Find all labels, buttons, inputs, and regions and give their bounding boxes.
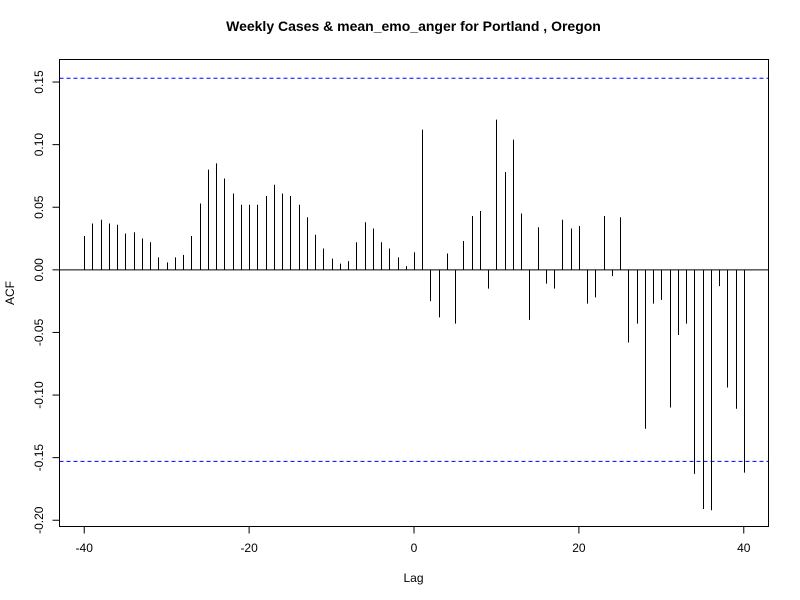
y-tick-label: -0.15 bbox=[32, 444, 46, 472]
y-axis-label: ACF bbox=[3, 281, 17, 305]
x-tick-label: 0 bbox=[411, 541, 418, 555]
plot-frame bbox=[59, 59, 769, 527]
confidence-bounds bbox=[59, 77, 769, 462]
acf-bars bbox=[84, 119, 745, 511]
y-axis: -0.20 -0.15 -0.10 -0.05 0.00 0.05 0.10 0.15 bbox=[32, 70, 60, 534]
y-tick-label: 0.10 bbox=[32, 133, 46, 157]
chart-title: Weekly Cases & mean_emo_anger for Portla… bbox=[226, 18, 601, 34]
x-tick-label: 40 bbox=[737, 541, 751, 555]
y-tick-label: 0.15 bbox=[32, 70, 46, 94]
x-tick-label: 20 bbox=[572, 541, 586, 555]
x-tick-label: -40 bbox=[76, 541, 94, 555]
x-tick-label: -20 bbox=[240, 541, 258, 555]
x-axis: -40 -20 0 20 40 bbox=[76, 526, 751, 555]
x-axis-label: Lag bbox=[403, 571, 423, 585]
y-tick-label: 0.00 bbox=[32, 258, 46, 282]
y-tick-label: -0.20 bbox=[32, 506, 46, 534]
y-tick-label: 0.05 bbox=[32, 195, 46, 219]
y-tick-label: -0.10 bbox=[32, 381, 46, 409]
y-tick-label: -0.05 bbox=[32, 318, 46, 346]
